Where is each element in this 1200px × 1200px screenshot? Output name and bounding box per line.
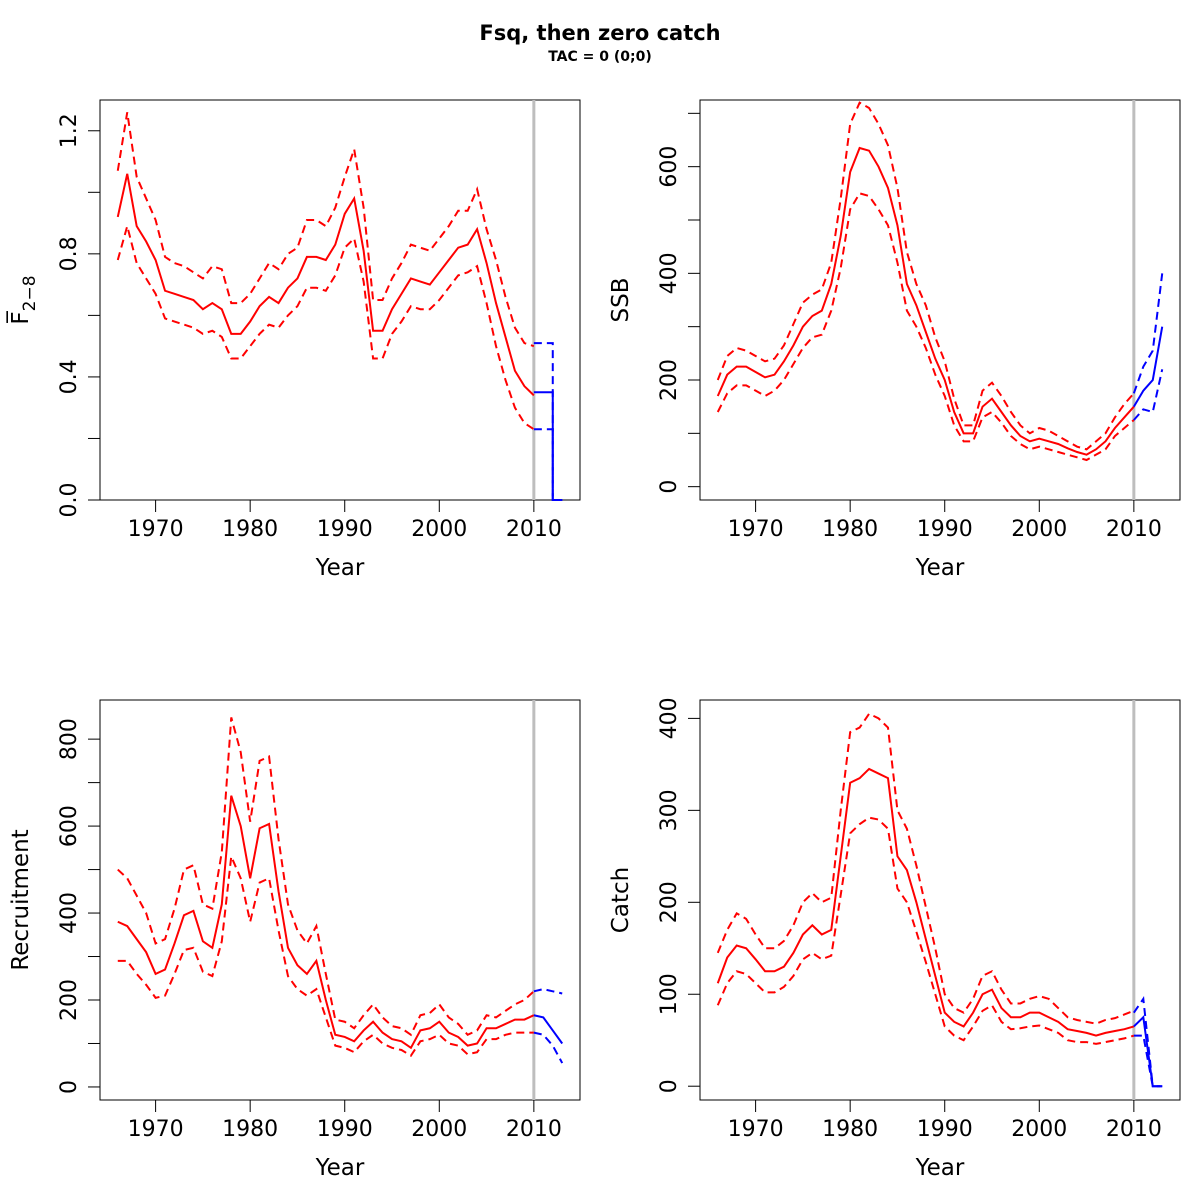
x-tick-label: 1990	[317, 1117, 373, 1142]
y-tick-label: 0.4	[57, 359, 82, 394]
x-tick-label: 1990	[917, 1117, 973, 1142]
historic-lower-ci-line	[716, 192, 1135, 462]
plot-frame	[699, 99, 1181, 501]
x-tick-label: 1970	[728, 517, 784, 542]
forecast-mean-line	[533, 391, 563, 501]
panel-recruitment: 1970 1980 1990 2000 2010 0 200 400 600 800 Year Rec…	[8, 699, 581, 1181]
y-tick-label: 300	[657, 789, 682, 831]
plot-frame	[699, 699, 1181, 1101]
forecast-mean-line	[1132, 326, 1164, 408]
x-tick-label: 1980	[222, 1117, 278, 1142]
y-tick-label: 0.8	[57, 236, 82, 271]
y-axis-label: SSB	[608, 278, 634, 323]
historic-mean-line	[716, 767, 1135, 1037]
historic-mean-line	[116, 173, 535, 397]
historic-lower-ci-line	[116, 222, 535, 431]
forecast-lower-ci-line	[1133, 1034, 1163, 1088]
y-axis-label: Recruitment	[8, 829, 34, 970]
historic-upper-ci-line	[117, 717, 535, 1037]
y-axis-label: Catch	[608, 867, 634, 933]
y-tick-label: 600	[57, 805, 82, 847]
historic-lower-ci-line	[117, 852, 534, 1057]
y-tick-label: 100	[657, 973, 682, 1015]
figure-title: Fsq, then zero catch	[479, 21, 720, 45]
forecast-lower-ci-line	[533, 428, 563, 501]
x-axis-label: Year	[915, 1155, 965, 1181]
x-tick-label: 2010	[506, 1117, 562, 1142]
x-tick-label: 2000	[411, 1117, 467, 1142]
x-tick-label: 1980	[222, 517, 278, 542]
forecast-upper-ci-line	[1133, 996, 1163, 1088]
forecast-upper-ci-line	[533, 988, 563, 995]
historic-mean-line	[117, 795, 535, 1050]
y-tick-label: 0.0	[57, 483, 82, 518]
y-axis-label-subscript: 2−8	[20, 275, 40, 311]
figure-subtitle: TAC = 0 (0;0)	[548, 49, 652, 65]
panel-catch: 1970 1980 1990 2000 2010 0 100 200 300 400 Year Cat…	[608, 697, 1181, 1181]
panel-ssb: 1970 1980 1990 2000 2010 0 200 400 600 Year SSB	[608, 99, 1181, 581]
y-tick-label: 200	[657, 881, 682, 923]
y-tick-label: 0	[657, 1079, 682, 1093]
historic-upper-ci-line	[716, 712, 1135, 1025]
historic-upper-ci-line	[116, 112, 535, 348]
forecast-lower-ci-line	[533, 1031, 564, 1064]
y-tick-label: 800	[57, 718, 82, 760]
y-tick-label: 200	[657, 359, 682, 401]
x-tick-label: 2000	[411, 517, 467, 542]
x-axis-label: Year	[315, 555, 365, 581]
x-axis-label: Year	[915, 555, 965, 581]
y-tick-label: 400	[57, 892, 82, 934]
x-tick-label: 2000	[1011, 1117, 1067, 1142]
x-tick-label: 2000	[1011, 517, 1067, 542]
x-tick-label: 1990	[917, 517, 973, 542]
historic-lower-ci-line	[716, 816, 1135, 1045]
forecast-mean-line	[1133, 1015, 1163, 1088]
y-tick-label: 0	[657, 480, 682, 494]
y-axis-label: F̅2−8	[6, 275, 40, 324]
x-tick-label: 1970	[128, 517, 184, 542]
x-tick-label: 2010	[1106, 517, 1162, 542]
forecast-upper-ci-line	[1132, 273, 1164, 394]
plot-frame	[99, 99, 581, 501]
x-axis-label: Year	[315, 1155, 365, 1181]
historic-mean-line	[716, 146, 1135, 456]
y-tick-label: 1.2	[57, 113, 82, 148]
x-tick-label: 1980	[822, 517, 878, 542]
x-tick-label: 1980	[822, 1117, 878, 1142]
x-tick-label: 2010	[1106, 1117, 1162, 1142]
y-tick-label: 400	[657, 252, 682, 294]
x-tick-label: 1970	[128, 1117, 184, 1142]
x-tick-label: 1970	[728, 1117, 784, 1142]
x-tick-label: 2010	[506, 517, 562, 542]
forecast-upper-ci-line	[533, 342, 563, 501]
x-tick-label: 1990	[317, 517, 373, 542]
forecast-mean-line	[533, 1014, 564, 1045]
y-tick-label: 600	[657, 146, 682, 188]
y-tick-label: 400	[657, 697, 682, 739]
panel-fbar: 1970 1980 1990 2000 2010 0.0 0.4 0.8 1.2 Year F̅2−…	[6, 99, 581, 581]
y-tick-label: 200	[57, 979, 82, 1021]
historic-upper-ci-line	[716, 101, 1135, 451]
plot-frame	[99, 699, 581, 1101]
y-tick-label: 0	[57, 1080, 82, 1094]
forecast-lower-ci-line	[1133, 369, 1164, 421]
